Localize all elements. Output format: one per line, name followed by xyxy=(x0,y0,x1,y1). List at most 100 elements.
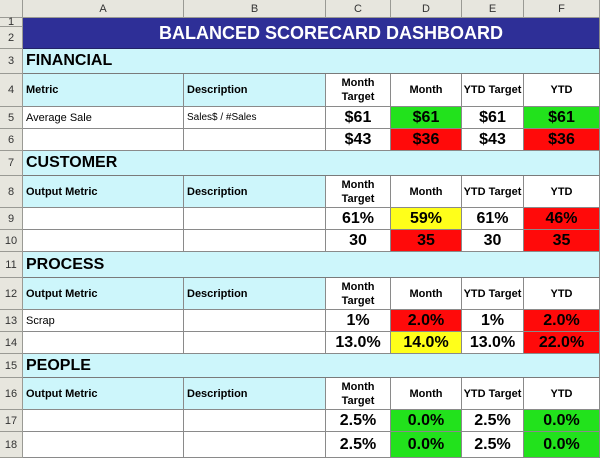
month-header: Month xyxy=(391,176,462,208)
row-header-1[interactable]: 1 xyxy=(0,16,23,28)
metric-label: Output Metric xyxy=(23,278,184,310)
month-actual-cell[interactable]: 35 xyxy=(391,230,462,252)
section-header-people: PEOPLE xyxy=(23,354,600,378)
row-header-18[interactable]: 18 xyxy=(0,432,23,458)
description-cell[interactable]: Sales$ / #Sales xyxy=(184,107,326,129)
row-header-12[interactable]: 12 xyxy=(0,278,23,310)
ytd-target-cell[interactable]: 30 xyxy=(462,230,524,252)
row-header-3[interactable]: 3 xyxy=(0,49,23,74)
metric-label: Output Metric xyxy=(23,176,184,208)
ytd-header: YTD xyxy=(524,278,600,310)
metric-cell[interactable] xyxy=(23,129,184,151)
ytd-target-header: YTD Target xyxy=(462,74,524,107)
section-header-customer: CUSTOMER xyxy=(23,151,600,176)
month-actual-cell[interactable]: 0.0% xyxy=(391,410,462,432)
ytd-target-cell[interactable]: 61% xyxy=(462,208,524,230)
description-cell[interactable] xyxy=(184,230,326,252)
metric-cell[interactable] xyxy=(23,432,184,458)
row-header-8[interactable]: 8 xyxy=(0,176,23,208)
month-target-cell[interactable]: 1% xyxy=(326,310,391,332)
month-actual-cell[interactable]: $36 xyxy=(391,129,462,151)
column-header-c[interactable]: C xyxy=(326,0,391,18)
metric-cell[interactable] xyxy=(23,230,184,252)
ytd-target-header: YTD Target xyxy=(462,378,524,410)
ytd-target-cell[interactable]: 1% xyxy=(462,310,524,332)
month-actual-cell[interactable]: 0.0% xyxy=(391,432,462,458)
row-header-15[interactable]: 15 xyxy=(0,354,23,378)
dashboard-title: BALANCED SCORECARD DASHBOARD xyxy=(23,18,600,49)
ytd-target-cell[interactable]: $61 xyxy=(462,107,524,129)
month-actual-cell[interactable]: 14.0% xyxy=(391,332,462,354)
ytd-actual-cell[interactable]: 22.0% xyxy=(524,332,600,354)
month-target-cell[interactable]: $43 xyxy=(326,129,391,151)
select-all-corner[interactable] xyxy=(0,0,23,18)
ytd-target-cell[interactable]: 2.5% xyxy=(462,410,524,432)
month-target-cell[interactable]: $61 xyxy=(326,107,391,129)
row-header-11[interactable]: 11 xyxy=(0,252,23,278)
month-target-header: Month Target xyxy=(326,74,391,107)
description-cell[interactable] xyxy=(184,310,326,332)
month-actual-cell[interactable]: $61 xyxy=(391,107,462,129)
description-label: Description xyxy=(184,378,326,410)
month-target-header: Month Target xyxy=(326,278,391,310)
row-header-13[interactable]: 13 xyxy=(0,310,23,332)
month-target-cell[interactable]: 2.5% xyxy=(326,432,391,458)
row-header-10[interactable]: 10 xyxy=(0,230,23,252)
column-header-e[interactable]: E xyxy=(462,0,524,18)
row-header-5[interactable]: 5 xyxy=(0,107,23,129)
description-cell[interactable] xyxy=(184,332,326,354)
description-cell[interactable] xyxy=(184,410,326,432)
month-target-header: Month Target xyxy=(326,176,391,208)
row-header-16[interactable]: 16 xyxy=(0,378,23,410)
month-target-cell[interactable]: 30 xyxy=(326,230,391,252)
ytd-actual-cell[interactable]: 46% xyxy=(524,208,600,230)
ytd-actual-cell[interactable]: 0.0% xyxy=(524,410,600,432)
description-label: Description xyxy=(184,176,326,208)
ytd-target-header: YTD Target xyxy=(462,278,524,310)
metric-cell[interactable] xyxy=(23,410,184,432)
column-header-b[interactable]: B xyxy=(184,0,326,18)
column-header-f[interactable]: F xyxy=(524,0,600,18)
ytd-header: YTD xyxy=(524,378,600,410)
row-header-4[interactable]: 4 xyxy=(0,74,23,107)
description-cell[interactable] xyxy=(184,129,326,151)
ytd-target-cell[interactable]: $43 xyxy=(462,129,524,151)
month-actual-cell[interactable]: 59% xyxy=(391,208,462,230)
month-header: Month xyxy=(391,74,462,107)
row-header-7[interactable]: 7 xyxy=(0,151,23,176)
row-header-17[interactable]: 17 xyxy=(0,410,23,432)
column-header-d[interactable]: D xyxy=(391,0,462,18)
description-label: Description xyxy=(184,278,326,310)
ytd-target-cell[interactable]: 13.0% xyxy=(462,332,524,354)
section-header-financial: FINANCIAL xyxy=(23,49,600,74)
row-header-6[interactable]: 6 xyxy=(0,129,23,151)
ytd-actual-cell[interactable]: 0.0% xyxy=(524,432,600,458)
ytd-target-cell[interactable]: 2.5% xyxy=(462,432,524,458)
metric-cell[interactable]: Average Sale xyxy=(23,107,184,129)
month-target-cell[interactable]: 13.0% xyxy=(326,332,391,354)
ytd-actual-cell[interactable]: 2.0% xyxy=(524,310,600,332)
ytd-target-header: YTD Target xyxy=(462,176,524,208)
row-header-9[interactable]: 9 xyxy=(0,208,23,230)
metric-cell[interactable]: Scrap xyxy=(23,310,184,332)
section-header-process: PROCESS xyxy=(23,252,600,278)
description-label: Description xyxy=(184,74,326,107)
metric-cell[interactable] xyxy=(23,208,184,230)
column-header-a[interactable]: A xyxy=(23,0,184,18)
ytd-actual-cell[interactable]: $61 xyxy=(524,107,600,129)
ytd-actual-cell[interactable]: $36 xyxy=(524,129,600,151)
ytd-actual-cell[interactable]: 35 xyxy=(524,230,600,252)
month-header: Month xyxy=(391,378,462,410)
ytd-header: YTD xyxy=(524,176,600,208)
row-header-2[interactable]: 2 xyxy=(0,27,23,49)
metric-label: Output Metric xyxy=(23,378,184,410)
month-actual-cell[interactable]: 2.0% xyxy=(391,310,462,332)
month-target-cell[interactable]: 61% xyxy=(326,208,391,230)
month-header: Month xyxy=(391,278,462,310)
metric-label: Metric xyxy=(23,74,184,107)
row-header-14[interactable]: 14 xyxy=(0,332,23,354)
metric-cell[interactable] xyxy=(23,332,184,354)
month-target-cell[interactable]: 2.5% xyxy=(326,410,391,432)
description-cell[interactable] xyxy=(184,208,326,230)
description-cell[interactable] xyxy=(184,432,326,458)
